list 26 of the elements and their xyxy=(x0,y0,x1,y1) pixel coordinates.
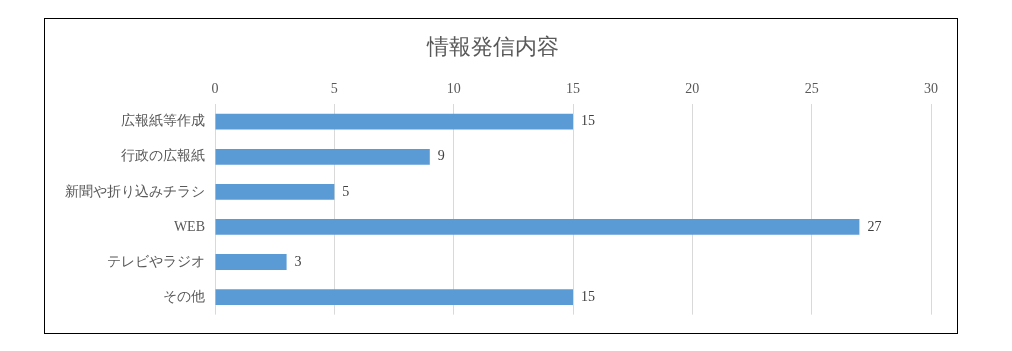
x-tick-label: 25 xyxy=(804,81,819,97)
chart-title: 情報発信内容 xyxy=(426,33,559,59)
data-label: 3 xyxy=(294,253,302,269)
x-tick-label: 0 xyxy=(211,81,219,97)
bar xyxy=(215,254,287,270)
bar xyxy=(215,219,860,235)
x-tick-label: 10 xyxy=(446,81,461,97)
data-label: 15 xyxy=(581,113,595,129)
y-tick-label: 新聞や折り込みチラシ xyxy=(65,183,205,199)
y-tick-label: 行政の広報紙 xyxy=(121,148,205,164)
x-tick-label: 20 xyxy=(685,81,700,97)
data-label: 27 xyxy=(867,218,882,234)
y-tick-label: その他 xyxy=(163,288,205,304)
x-tick-label: 5 xyxy=(330,81,338,97)
bar xyxy=(215,183,335,200)
data-label: 15 xyxy=(581,288,595,304)
y-tick-label: テレビやラジオ xyxy=(107,253,205,269)
bar xyxy=(215,289,573,305)
bar xyxy=(215,148,430,165)
data-label: 9 xyxy=(437,148,445,164)
x-tick-label: 30 xyxy=(924,81,938,97)
y-tick-label: WEB xyxy=(173,218,205,234)
x-tick-label: 15 xyxy=(566,81,580,97)
y-tick-label: 広報紙等作成 xyxy=(121,113,205,129)
data-label: 5 xyxy=(342,183,350,199)
bar xyxy=(215,113,573,130)
